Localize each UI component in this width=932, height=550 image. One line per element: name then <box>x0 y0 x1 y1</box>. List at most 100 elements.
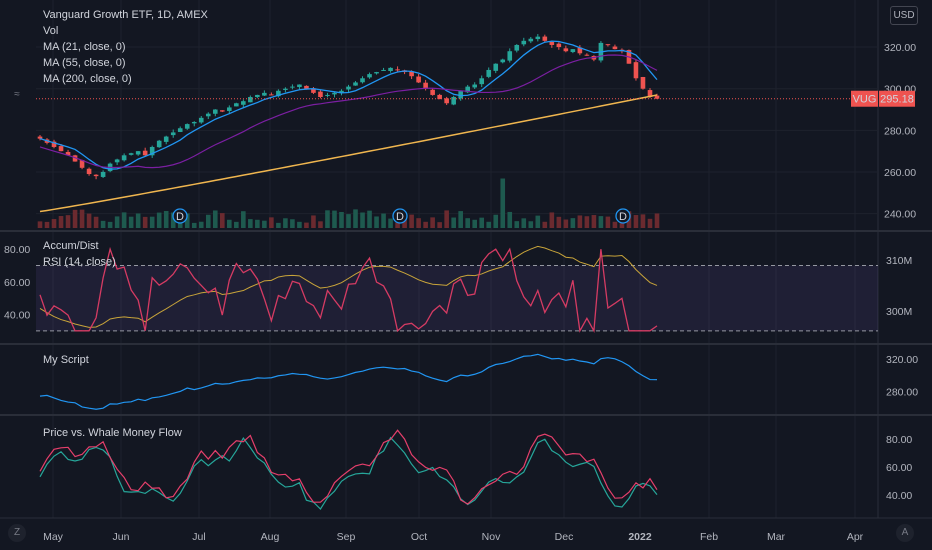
volume-bar <box>205 214 211 228</box>
candle-body <box>156 140 162 148</box>
volume-bar <box>486 221 492 228</box>
legend-ma200[interactable]: MA (200, close, 0) <box>43 73 132 85</box>
volume-bar <box>58 216 64 228</box>
volume-bar <box>276 222 281 228</box>
scroll-icon[interactable]: ≈ <box>14 89 20 100</box>
accum-tick-label: 310M <box>886 255 912 267</box>
candle-body <box>381 69 386 71</box>
volume-bar <box>198 221 204 228</box>
myscript-legend: My Script <box>43 352 89 368</box>
candle-body <box>241 101 246 105</box>
rsi-tick-label: 40.00 <box>4 310 30 322</box>
candle-body <box>79 160 85 168</box>
volume-bar <box>227 219 232 228</box>
volume-bar <box>598 216 604 228</box>
legend-vol[interactable]: Vol <box>43 25 59 37</box>
volume-bar <box>584 216 590 228</box>
ma55-line <box>39 54 658 169</box>
candle-body <box>37 136 43 139</box>
volume-bar <box>325 210 330 228</box>
candle-body <box>255 94 260 98</box>
myscript-tick-label: 320.00 <box>886 354 918 366</box>
candle-body <box>72 155 78 162</box>
settings-icon[interactable]: Z <box>8 524 26 542</box>
volume-bar <box>458 211 463 228</box>
whale-red-line <box>39 429 658 505</box>
price-tick-label: 260.00 <box>884 167 916 179</box>
symbol-tag-label: VUG <box>853 94 877 106</box>
volume-bar <box>416 218 421 228</box>
candle-body <box>276 90 281 97</box>
volume-bar <box>163 210 169 228</box>
candle-body <box>114 159 120 163</box>
legend-ma21[interactable]: MA (21, close, 0) <box>43 41 126 53</box>
volume-bar <box>332 210 337 228</box>
legend-ma55[interactable]: MA (55, close, 0) <box>43 57 126 69</box>
volume-bar <box>44 221 50 228</box>
legend-accum-dist[interactable]: Accum/Dist <box>43 240 99 252</box>
volume-bar <box>248 219 253 228</box>
time-tick-label: Apr <box>847 531 864 543</box>
volume-bar <box>339 211 344 228</box>
volume-bar <box>430 217 435 228</box>
legend-rsi[interactable]: RSI (14, close) <box>43 256 116 268</box>
candle-body <box>311 88 316 93</box>
candle-body <box>325 94 330 96</box>
volume-bar <box>360 212 365 228</box>
volume-bar <box>542 221 548 228</box>
volume-bar <box>311 215 316 228</box>
legend-whale-flow[interactable]: Price vs. Whale Money Flow <box>43 427 182 439</box>
candle-body <box>542 36 548 41</box>
dividend-label: D <box>619 211 627 223</box>
time-tick-label: Mar <box>767 531 786 543</box>
candle-body <box>416 76 421 83</box>
candle-body <box>612 46 618 50</box>
volume-bar <box>507 211 513 228</box>
auto-scale-icon[interactable]: A <box>896 524 914 542</box>
candle-body <box>374 72 379 74</box>
candle-body <box>451 97 456 105</box>
volume-bar <box>563 219 569 228</box>
volume-bar <box>577 215 583 228</box>
volume-bar <box>72 209 78 228</box>
volume-bar <box>219 213 225 228</box>
candle-body <box>339 90 344 94</box>
candle-body <box>86 168 92 175</box>
volume-bar <box>528 221 534 228</box>
ma21-line <box>39 40 658 170</box>
whale-tick-label: 60.00 <box>886 462 912 474</box>
volume-bar <box>409 214 414 228</box>
candle-body <box>528 38 534 42</box>
dividend-marker <box>615 208 631 224</box>
candle-body <box>269 94 274 96</box>
time-tick-label: Jun <box>113 531 130 543</box>
volume-bar <box>170 212 176 228</box>
currency-button[interactable]: USD <box>890 6 918 25</box>
dividend-label: D <box>396 211 404 223</box>
volume-bar <box>423 221 428 228</box>
candle-body <box>121 155 127 161</box>
time-tick-label: May <box>43 531 64 543</box>
candle-body <box>65 151 71 156</box>
candle-body <box>191 122 197 124</box>
time-tick-label: Oct <box>411 531 427 543</box>
volume-bar <box>556 216 562 228</box>
candle-body <box>437 94 442 100</box>
rsi-tick-label: 80.00 <box>4 244 30 256</box>
myscript-line <box>39 353 658 410</box>
dividend-label: D <box>176 211 184 223</box>
volume-bar <box>521 218 527 228</box>
volume-bar <box>605 216 611 228</box>
volume-bar <box>451 217 456 228</box>
candle-body <box>640 76 646 89</box>
candle-body <box>205 113 211 117</box>
whale-legend: Price vs. Whale Money Flow <box>43 425 182 441</box>
whale-green-line <box>39 436 658 510</box>
legend-my-script[interactable]: My Script <box>43 354 89 366</box>
candle-body <box>227 107 232 111</box>
volume-bar <box>647 218 653 228</box>
candle-body <box>444 98 449 104</box>
volume-bar <box>367 210 372 228</box>
volume-bar <box>51 219 57 228</box>
